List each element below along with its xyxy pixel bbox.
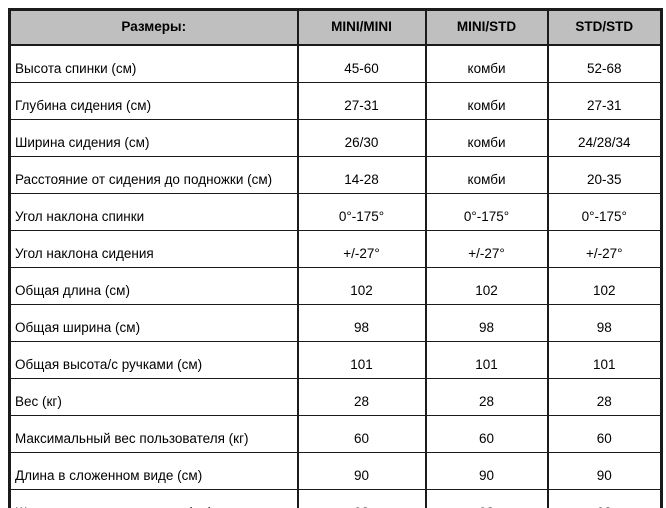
row-label-cell: Максимальный вес пользователя (кг) (8, 415, 298, 453)
table-row: Общая ширина (см) 98 98 98 (8, 304, 662, 342)
row-label-cell: Расстояние от сидения до подножки (см) (8, 156, 298, 194)
header-cell-sizes: Размеры: (8, 9, 298, 46)
table-row: Общая длина (см) 102 102 102 (8, 267, 662, 305)
row-label-cell: Угол наклона сидения (8, 230, 298, 268)
row-label-cell: Общая длина (см) (8, 267, 298, 305)
row-label-cell: Высота спинки (см) (8, 44, 298, 83)
table-header-row: Размеры: MINI/MINI MINI/STD STD/STD (8, 9, 662, 46)
value-cell-mini-mini: 98 (296, 489, 426, 508)
value-cell-mini-std: комби (424, 82, 548, 120)
value-cell-mini-mini: 27-31 (296, 82, 426, 120)
value-cell-std-std: 90 (546, 452, 662, 490)
value-cell-mini-mini: 0°-175° (296, 193, 426, 231)
value-cell-mini-mini: 14-28 (296, 156, 426, 194)
value-cell-std-std: 60 (546, 415, 662, 453)
value-cell-std-std: 20-35 (546, 156, 662, 194)
value-cell-mini-mini: 101 (296, 341, 426, 379)
value-cell-mini-mini: 90 (296, 452, 426, 490)
value-cell-mini-std: 98 (424, 489, 548, 508)
table-row: Длина в сложенном виде (см) 90 90 90 (8, 452, 662, 490)
value-cell-std-std: 28 (546, 378, 662, 416)
value-cell-std-std: 27-31 (546, 82, 662, 120)
value-cell-mini-mini: 60 (296, 415, 426, 453)
row-label-cell: Длина в сложенном виде (см) (8, 452, 298, 490)
table-row: Угол наклона сидения +/-27° +/-27° +/-27… (8, 230, 662, 268)
value-cell-mini-std: 0°-175° (424, 193, 548, 231)
table-row: Угол наклона спинки 0°-175° 0°-175° 0°-1… (8, 193, 662, 231)
value-cell-mini-std: 90 (424, 452, 548, 490)
table-row: Глубина сидения (см) 27-31 комби 27-31 (8, 82, 662, 120)
table-row: Общая высота/с ручками (см) 101 101 101 (8, 341, 662, 379)
spec-table: Размеры: MINI/MINI MINI/STD STD/STD Высо… (8, 8, 663, 508)
value-cell-std-std: 98 (546, 304, 662, 342)
value-cell-mini-std: комби (424, 119, 548, 157)
value-cell-std-std: 102 (546, 267, 662, 305)
table-row: Максимальный вес пользователя (кг) 60 60… (8, 415, 662, 453)
value-cell-mini-mini: 28 (296, 378, 426, 416)
header-cell-mini-std: MINI/STD (424, 9, 548, 46)
table-row: Ширина сидения (см) 26/30 комби 24/28/34 (8, 119, 662, 157)
row-label-cell: Ширина сидения (см) (8, 119, 298, 157)
row-label-cell: Глубина сидения (см) (8, 82, 298, 120)
row-label-cell: Ширина в сложенном виде (см) (8, 489, 298, 508)
value-cell-mini-std: 98 (424, 304, 548, 342)
value-cell-std-std: +/-27° (546, 230, 662, 268)
value-cell-mini-mini: 45-60 (296, 44, 426, 83)
value-cell-std-std: 24/28/34 (546, 119, 662, 157)
value-cell-std-std: 98 (546, 489, 662, 508)
row-label-cell: Угол наклона спинки (8, 193, 298, 231)
value-cell-std-std: 52-68 (546, 44, 662, 83)
table-row: Вес (кг) 28 28 28 (8, 378, 662, 416)
value-cell-mini-mini: +/-27° (296, 230, 426, 268)
value-cell-mini-std: 28 (424, 378, 548, 416)
value-cell-mini-std: +/-27° (424, 230, 548, 268)
value-cell-mini-std: 101 (424, 341, 548, 379)
row-label-cell: Общая ширина (см) (8, 304, 298, 342)
value-cell-std-std: 0°-175° (546, 193, 662, 231)
header-cell-mini-mini: MINI/MINI (296, 9, 426, 46)
row-label-cell: Вес (кг) (8, 378, 298, 416)
value-cell-mini-mini: 102 (296, 267, 426, 305)
header-cell-std-std: STD/STD (546, 9, 662, 46)
table-row: Высота спинки (см) 45-60 комби 52-68 (8, 44, 662, 83)
value-cell-mini-std: комби (424, 156, 548, 194)
value-cell-mini-mini: 26/30 (296, 119, 426, 157)
table-row: Расстояние от сидения до подножки (см) 1… (8, 156, 662, 194)
value-cell-mini-std: 102 (424, 267, 548, 305)
value-cell-mini-std: 60 (424, 415, 548, 453)
value-cell-mini-mini: 98 (296, 304, 426, 342)
table-row: Ширина в сложенном виде (см) 98 98 98 (8, 489, 662, 508)
row-label-cell: Общая высота/с ручками (см) (8, 341, 298, 379)
value-cell-mini-std: комби (424, 44, 548, 83)
value-cell-std-std: 101 (546, 341, 662, 379)
